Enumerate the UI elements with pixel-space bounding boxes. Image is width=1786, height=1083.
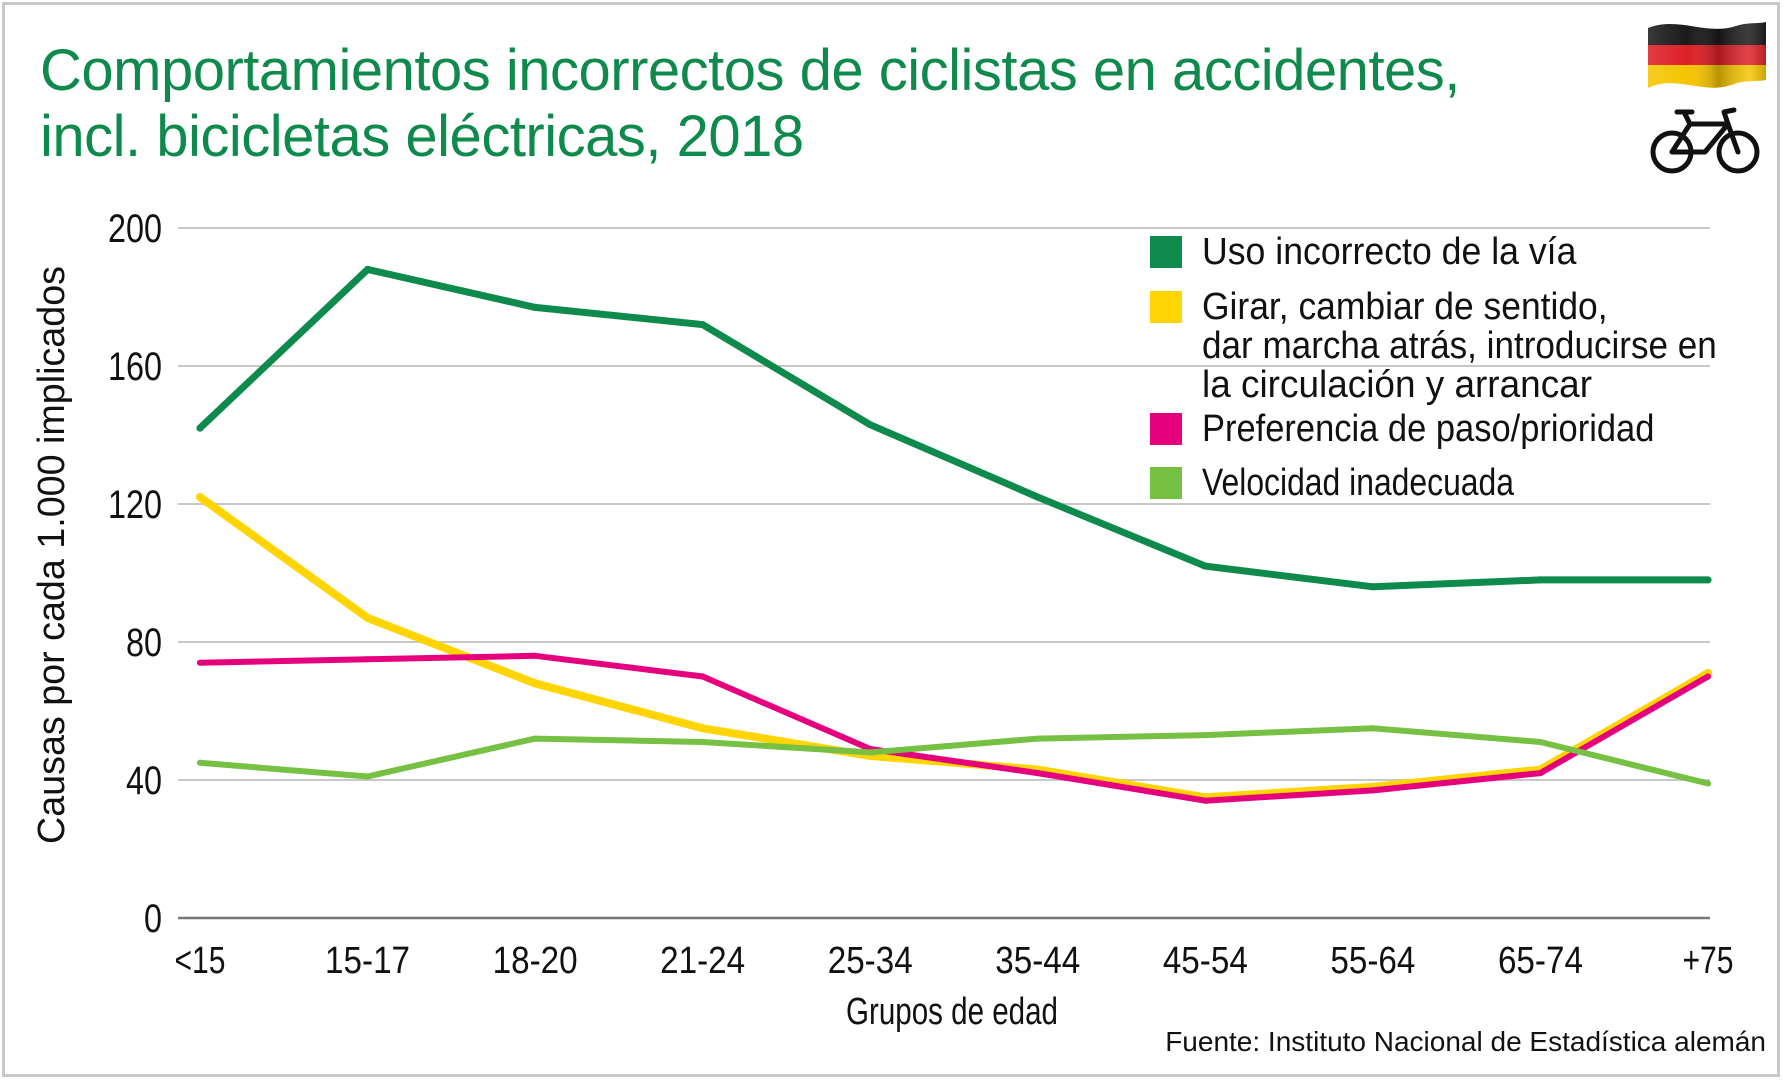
data-point [1705,780,1711,787]
series-line-2 [196,493,1712,802]
data-point [196,424,204,432]
y-tick-label: 40 [126,759,162,803]
y-tick-label: 200 [108,207,162,251]
legend: Uso incorrecto de la vía Girar, cambiar d… [1150,231,1717,504]
x-tick-label: 25-34 [828,940,913,982]
data-point [1201,562,1209,570]
data-point [699,321,707,329]
series-line-1 [196,265,1712,591]
data-point [1705,673,1711,680]
data-point [364,656,371,663]
germany-flag-icon [1648,22,1766,88]
legend-label: Velocidad inadecuada [1202,462,1515,504]
chart-title-line-2: incl. bicicletas eléctricas, 2018 [40,104,804,169]
data-point [1034,735,1041,742]
x-tick-label: +75 [1683,940,1734,982]
x-tick-label: 45-54 [1163,940,1248,982]
legend-label: Girar, cambiar de sentido, [1202,286,1608,328]
x-tick-label: 65-74 [1498,940,1583,982]
y-tick-label: 80 [126,621,162,665]
legend-swatch [1150,413,1182,445]
data-point [1369,725,1376,732]
x-axis-title: Grupos de edad [846,991,1058,1033]
data-point [1034,493,1042,501]
x-tick-label: 35-44 [995,940,1080,982]
label-layer: 0 40 80 120 160 200 <15 15-17 18-20 21-24 25-34 35-… [31,207,1734,1033]
legend-label: dar marcha atrás, introducirse en [1202,325,1717,367]
legend-label: Preferencia de paso/prioridad [1202,408,1654,450]
bicycle-icon [1650,107,1760,174]
chart-title-line-1: Comportamientos incorrectos de ciclistas… [40,38,1460,103]
data-point [197,759,203,766]
legend-swatch [1150,236,1182,268]
data-point [364,773,371,780]
data-point [699,673,706,680]
data-point [1537,739,1544,745]
data-point [1537,770,1544,777]
data-point [531,303,539,311]
chart-title: Comportamientos incorrectos de ciclistas… [40,38,1460,170]
data-point [532,652,539,659]
x-tick-label: 55-64 [1330,940,1415,982]
x-tick-label: 21-24 [660,940,745,982]
data-point [1034,770,1041,777]
y-tick-label: 120 [108,483,162,527]
legend-swatch [1150,467,1182,499]
data-point [197,659,203,666]
x-tick-label: 18-20 [493,940,578,982]
data-point [1369,583,1377,591]
data-point [1536,576,1544,584]
data-point [196,493,204,502]
series-line-3 [197,652,1711,804]
data-point [532,735,539,742]
y-tick-label: 160 [108,345,162,389]
data-point [699,739,706,745]
legend-swatch [1150,291,1182,323]
data-point [363,613,372,622]
x-tick-label: 15-17 [325,940,410,982]
data-point [1202,732,1209,739]
data-point [1369,787,1376,794]
y-tick-label: 0 [144,897,162,941]
legend-label: la circulación y arrancar [1202,364,1592,406]
y-axis-title: Causas por cada 1.000 implicados [31,266,73,844]
data-point [867,749,874,756]
data-point [698,724,707,733]
data-point [531,679,540,688]
data-point [866,421,874,429]
source-note: Fuente: Instituto Nacional de Estadístic… [1165,1026,1766,1057]
legend-label: Uso incorrecto de la vía [1202,231,1577,273]
data-point [1202,797,1209,804]
series-line-4 [197,725,1711,787]
series-layer [196,265,1712,804]
x-tick-label: <15 [175,940,226,982]
data-point [364,265,372,273]
data-point [1704,576,1712,584]
